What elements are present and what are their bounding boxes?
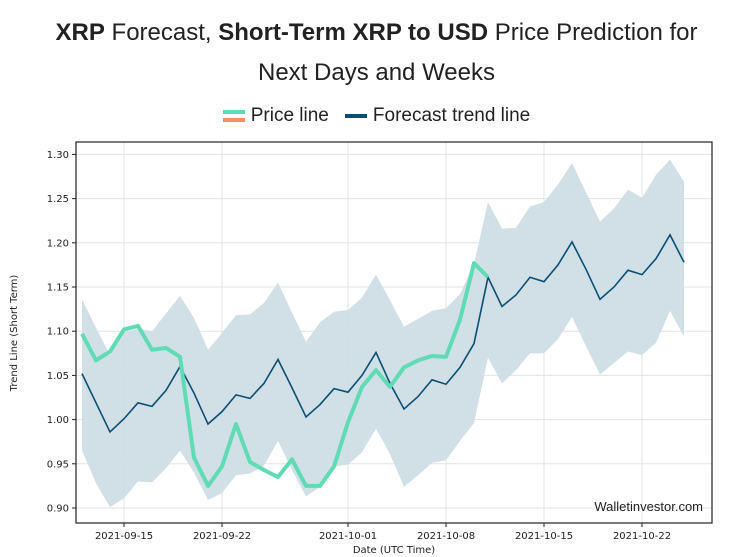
price-line-swatch-icon: [222, 109, 245, 123]
x-tick-label: 2021-10-08: [417, 531, 475, 542]
title-part: XRP: [55, 19, 105, 46]
x-tick-label: 2021-09-22: [193, 531, 251, 542]
chart-legend: Price line Forecast trend line: [0, 105, 753, 127]
y-tick-label: 1.25: [47, 194, 69, 205]
chart-title-line-2: Next Days and Weeks: [258, 59, 495, 86]
forecast-line-swatch-icon: [344, 114, 367, 118]
y-tick-label: 0.90: [47, 504, 69, 515]
y-tick-label: 1.15: [47, 283, 69, 294]
x-tick-label: 2021-10-15: [515, 531, 573, 542]
x-tick-label: 2021-10-01: [319, 531, 377, 542]
legend-item-forecast[interactable]: Forecast trend line: [344, 105, 531, 127]
y-tick-label: 1.05: [47, 371, 69, 382]
y-tick-label: 1.10: [47, 327, 69, 338]
title-part: Forecast,: [104, 19, 219, 46]
price-line: [80, 261, 490, 488]
chart-title-line-1: XRP Forecast, Short-Term XRP to USD Pric…: [0, 18, 753, 48]
y-tick-label: 1.00: [47, 415, 69, 426]
y-tick-label: 1.30: [47, 150, 69, 161]
y-axis-label: Trend Line (Short Term): [9, 275, 20, 393]
x-tick-label: 2021-09-15: [95, 531, 153, 542]
y-tick-label: 1.20: [47, 238, 69, 249]
title-part: Short-Term XRP to USD: [218, 19, 489, 46]
plot-frame: [75, 141, 713, 524]
y-tick-label: 0.95: [47, 459, 69, 470]
legend-label-forecast: Forecast trend line: [372, 105, 531, 126]
forecast-confidence-band: [82, 159, 684, 508]
x-tick-label: 2021-10-22: [613, 531, 671, 542]
axes: 0.90 0.95 1.00 1.05 1.10 1.15 1.20 1.25 1.30 2021…: [47, 141, 713, 542]
watermark: Walletinvestor.com: [594, 499, 703, 514]
confidence-band-group: [82, 159, 684, 508]
legend-item-price[interactable]: Price line: [222, 105, 329, 127]
title-part: Price Prediction for: [488, 19, 698, 46]
legend-label-price: Price line: [250, 105, 329, 126]
series-lines: [80, 233, 685, 488]
x-axis-label: Date (UTC Time): [353, 545, 435, 556]
